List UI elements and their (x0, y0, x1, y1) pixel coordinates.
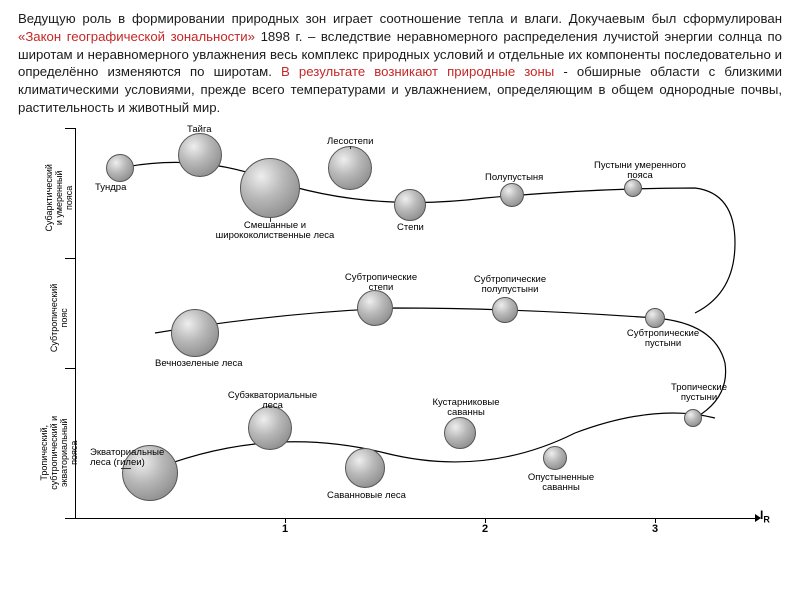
bubble-shrub (444, 417, 476, 449)
bubble-taiga (178, 133, 222, 177)
para-seg1: Ведущую роль в формировании природных зо… (18, 11, 782, 26)
bubble-subpust (645, 308, 665, 328)
label-gilei: Экваториальные леса (гилеи) (90, 448, 168, 469)
para-highlight2: В результате возникают природные зоны (281, 64, 554, 79)
label-subeq: Субэкваториальные леса (225, 391, 320, 412)
tick-label-2: 2 (482, 523, 488, 535)
bubble-opust (543, 446, 567, 470)
lead-gilei (121, 468, 131, 469)
bubble-subpolup (492, 297, 518, 323)
para-highlight1: «Закон географической зональности» (18, 29, 255, 44)
zonality-diagram: Субарктический и умеренный пояса Субтроп… (15, 123, 785, 533)
bubble-subeq (248, 406, 292, 450)
label-trop: Тропические пустыни (665, 383, 733, 404)
lead-lesostepi (350, 146, 351, 149)
label-mixed: Смешанные и ширококолиственные леса (210, 221, 340, 242)
bubble-substepi (357, 290, 393, 326)
bubble-savanna (345, 448, 385, 488)
bubble-trop (684, 409, 702, 427)
bubble-evergreen (171, 309, 219, 357)
bubble-tundra (106, 154, 134, 182)
label-polupust: Полупустыня (485, 173, 543, 183)
tick-label-1: 1 (282, 523, 288, 535)
label-savanna: Саванновые леса (327, 491, 406, 501)
label-subpust: Субтропические пустыни (623, 329, 703, 350)
label-subpolup: Субтропические полупустыни (470, 275, 550, 296)
x-axis-label-r: R (763, 514, 770, 524)
bubble-mixed (240, 158, 300, 218)
intro-paragraph: Ведущую роль в формировании природных зо… (0, 0, 800, 123)
label-shrub: Кустарниковые саванны (430, 398, 502, 419)
x-axis-label: IR (760, 508, 770, 524)
lead-mixed (270, 218, 271, 222)
label-tundra: Тундра (95, 183, 126, 193)
bubble-polupust (500, 183, 524, 207)
label-stepi: Степи (397, 223, 424, 233)
label-substepi: Субтропические степи (343, 273, 419, 294)
bubble-stepi (394, 189, 426, 221)
tick-label-3: 3 (652, 523, 658, 535)
label-evergreen: Вечнозеленые леса (155, 359, 243, 369)
label-taiga: Тайга (187, 125, 212, 135)
label-opust: Опустыненные саванны (525, 473, 597, 494)
bubble-lesostepi (328, 146, 372, 190)
label-pustum: Пустыни умеренного пояса (590, 161, 690, 182)
